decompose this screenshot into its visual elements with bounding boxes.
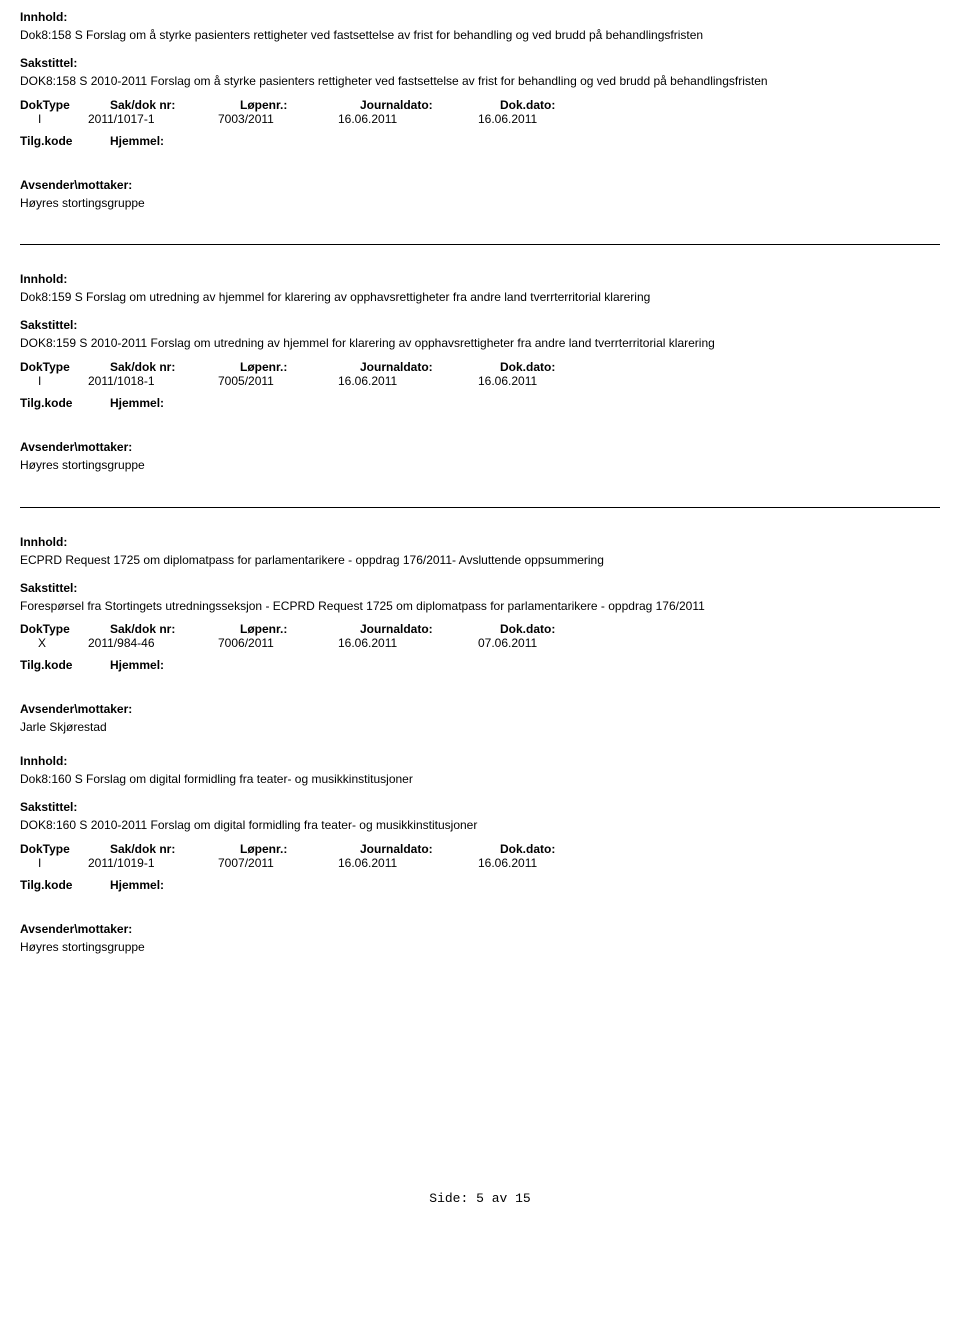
doktype-value: I (20, 856, 68, 870)
tilgkode-label: Tilg.kode (20, 878, 90, 892)
doktype-header: DokType (20, 98, 90, 112)
dokdato-header: Dok.dato: (500, 622, 630, 636)
lopenr-header: Løpenr.: (240, 622, 340, 636)
tilg-row: Tilg.kode Hjemmel: (20, 134, 940, 148)
innhold-label: Innhold: (20, 272, 940, 286)
sakdok-value: 2011/1019-1 (88, 856, 198, 870)
meta-header-row: DokType Sak/dok nr: Løpenr.: Journaldato… (20, 622, 940, 636)
meta-header-row: DokType Sak/dok nr: Løpenr.: Journaldato… (20, 98, 940, 112)
dokdato-value: 16.06.2011 (478, 374, 608, 388)
avsender-label: Avsender\mottaker: (20, 178, 940, 192)
lopenr-value: 7007/2011 (218, 856, 318, 870)
meta-data-row: I 2011/1017-1 7003/2011 16.06.2011 16.06… (20, 112, 940, 126)
dokdato-value: 16.06.2011 (478, 112, 608, 126)
meta-data-row: I 2011/1018-1 7005/2011 16.06.2011 16.06… (20, 374, 940, 388)
innhold-label: Innhold: (20, 10, 940, 24)
avsender-label: Avsender\mottaker: (20, 922, 940, 936)
lopenr-header: Løpenr.: (240, 360, 340, 374)
page-footer: Side: 5 av 15 (20, 1191, 940, 1206)
avsender-text: Høyres stortingsgruppe (20, 457, 940, 474)
sakdok-header: Sak/dok nr: (110, 842, 220, 856)
sakstittel-label: Sakstittel: (20, 800, 940, 814)
hjemmel-label: Hjemmel: (110, 396, 240, 410)
sakstittel-label: Sakstittel: (20, 318, 940, 332)
sakdok-header: Sak/dok nr: (110, 98, 220, 112)
record-1: Innhold: Dok8:158 S Forslag om å styrke … (20, 10, 940, 226)
lopenr-header: Løpenr.: (240, 98, 340, 112)
sakdok-value: 2011/984-46 (88, 636, 198, 650)
innhold-text: Dok8:159 S Forslag om utredning av hjemm… (20, 289, 940, 306)
sakstittel-text: DOK8:160 S 2010-2011 Forslag om digital … (20, 817, 940, 834)
journaldato-header: Journaldato: (360, 360, 480, 374)
doktype-value: I (20, 112, 68, 126)
sakdok-header: Sak/dok nr: (110, 360, 220, 374)
tilgkode-label: Tilg.kode (20, 134, 90, 148)
avsender-label: Avsender\mottaker: (20, 702, 940, 716)
meta-data-row: X 2011/984-46 7006/2011 16.06.2011 07.06… (20, 636, 940, 650)
dokdato-header: Dok.dato: (500, 842, 630, 856)
journaldato-header: Journaldato: (360, 622, 480, 636)
tilg-row: Tilg.kode Hjemmel: (20, 396, 940, 410)
sakdok-header: Sak/dok nr: (110, 622, 220, 636)
innhold-text: Dok8:158 S Forslag om å styrke pasienter… (20, 27, 940, 44)
hjemmel-label: Hjemmel: (110, 878, 240, 892)
innhold-label: Innhold: (20, 754, 940, 768)
avsender-text: Høyres stortingsgruppe (20, 195, 940, 212)
journaldato-value: 16.06.2011 (338, 374, 458, 388)
hjemmel-label: Hjemmel: (110, 658, 240, 672)
lopenr-value: 7003/2011 (218, 112, 318, 126)
avsender-text: Jarle Skjørestad (20, 719, 940, 736)
avsender-text: Høyres stortingsgruppe (20, 939, 940, 956)
journaldato-value: 16.06.2011 (338, 856, 458, 870)
lopenr-value: 7006/2011 (218, 636, 318, 650)
innhold-text: Dok8:160 S Forslag om digital formidling… (20, 771, 940, 788)
sakstittel-text: DOK8:159 S 2010-2011 Forslag om utrednin… (20, 335, 940, 352)
tilg-row: Tilg.kode Hjemmel: (20, 658, 940, 672)
journaldato-value: 16.06.2011 (338, 112, 458, 126)
sakstittel-text: DOK8:158 S 2010-2011 Forslag om å styrke… (20, 73, 940, 90)
sakdok-value: 2011/1017-1 (88, 112, 198, 126)
meta-header-row: DokType Sak/dok nr: Løpenr.: Journaldato… (20, 360, 940, 374)
record-3: Innhold: ECPRD Request 1725 om diplomatp… (20, 507, 940, 971)
dokdato-header: Dok.dato: (500, 360, 630, 374)
doktype-header: DokType (20, 622, 90, 636)
doktype-value: X (20, 636, 68, 650)
sakdok-value: 2011/1018-1 (88, 374, 198, 388)
doktype-header: DokType (20, 842, 90, 856)
dokdato-header: Dok.dato: (500, 98, 630, 112)
journaldato-header: Journaldato: (360, 842, 480, 856)
tilg-row: Tilg.kode Hjemmel: (20, 878, 940, 892)
avsender-label: Avsender\mottaker: (20, 440, 940, 454)
doktype-header: DokType (20, 360, 90, 374)
journaldato-value: 16.06.2011 (338, 636, 458, 650)
tilgkode-label: Tilg.kode (20, 658, 90, 672)
sakstittel-label: Sakstittel: (20, 56, 940, 70)
lopenr-header: Løpenr.: (240, 842, 340, 856)
meta-data-row: I 2011/1019-1 7007/2011 16.06.2011 16.06… (20, 856, 940, 870)
tilgkode-label: Tilg.kode (20, 396, 90, 410)
doktype-value: I (20, 374, 68, 388)
hjemmel-label: Hjemmel: (110, 134, 240, 148)
sakstittel-text: Forespørsel fra Stortingets utredningsse… (20, 598, 940, 615)
sakstittel-label: Sakstittel: (20, 581, 940, 595)
dokdato-value: 16.06.2011 (478, 856, 608, 870)
innhold-text: ECPRD Request 1725 om diplomatpass for p… (20, 552, 940, 569)
record-2: Innhold: Dok8:159 S Forslag om utredning… (20, 244, 940, 488)
journaldato-header: Journaldato: (360, 98, 480, 112)
lopenr-value: 7005/2011 (218, 374, 318, 388)
dokdato-value: 07.06.2011 (478, 636, 608, 650)
meta-header-row: DokType Sak/dok nr: Løpenr.: Journaldato… (20, 842, 940, 856)
innhold-label: Innhold: (20, 535, 940, 549)
